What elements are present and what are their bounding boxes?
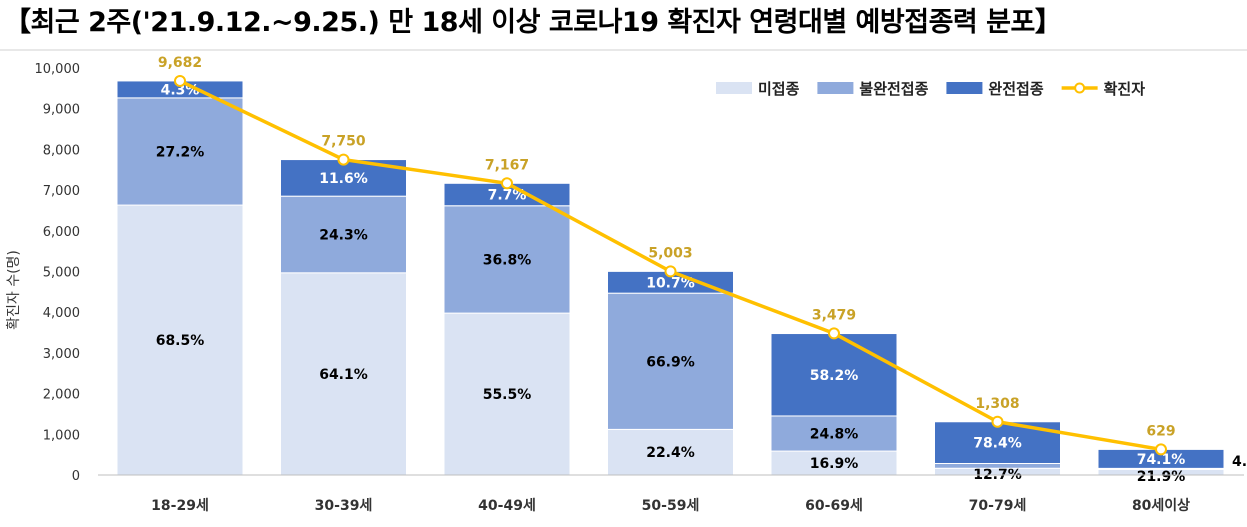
x-tick-label: 80세이상 [1132,497,1190,514]
x-tick-label: 70-79세 [969,498,1027,514]
legend-label: 불완전접종 [859,80,928,98]
bar-segment-label: 11.6% [319,171,368,187]
bar-segment-label: 10.7% [646,275,695,291]
y-tick-label: 5,000 [43,266,80,281]
confirmed-point [174,74,186,87]
x-tick-label: 40-49세 [478,498,536,514]
y-tick-label: 1,000 [43,428,80,443]
confirmed-point [828,327,840,340]
bar-segment-label: 22.4% [646,445,695,461]
bar-segment [770,415,898,452]
confirmed-point [1155,443,1167,456]
bar-segment [607,428,734,476]
bar-segment [280,195,407,274]
bar-segment-label: 68.5% [156,333,205,349]
y-tick-label: 9,000 [43,103,80,118]
confirmed-point [501,177,513,190]
x-tick-label: 60-69세 [805,498,863,514]
bar-segment-label: 58.2% [810,368,859,384]
bar-segment-label: 64.1% [319,367,368,383]
bar-segment-label: 4.0% [1232,454,1247,470]
y-tick-label: 4,000 [43,306,80,321]
confirmed-value-label: 7,167 [485,157,529,173]
bar-segment-label: 7.7% [488,188,527,204]
legend-swatch [716,82,752,94]
y-tick-label: 3,000 [43,347,80,362]
legend-swatch [817,82,854,94]
bar-segment-label: 74.1% [1137,452,1186,468]
bar-segment-label: 16.9% [810,456,859,472]
x-tick-label: 18-29세 [151,498,209,514]
bar-segment-label: 78.4% [973,436,1022,452]
legend: 미접종 불완전접종 완전접종 확진자 [716,80,1145,98]
bar-segment [116,97,244,206]
bar-segment-label: 27.2% [156,144,205,160]
bar-segment-label: 66.9% [646,354,695,370]
bar-segment [607,292,734,430]
x-tick-label: 30-39세 [315,498,373,514]
confirmed-value-label: 5,003 [648,245,692,261]
y-tick-label: 2,000 [43,388,80,403]
confirmed-value-label: 9,682 [158,55,202,71]
y-axis-label: 확진자 수(명) [6,250,22,330]
chart-title: 【최근 2주('21.9.12.~9.25.) 만 18세 이상 코로나19 확… [4,7,1062,38]
y-tick-label: 8,000 [43,143,80,158]
bar-segment-label: 24.8% [810,427,859,443]
bar-segment [443,205,571,314]
x-axis-ticks: 18-29세 30-39세 40-49세 50-59세 60-69세 70-79세 80세이… [151,497,1190,514]
bar-segment-label: 21.9% [1137,469,1186,485]
legend-swatch [946,82,983,94]
bar-segment-label: 24.3% [319,227,368,243]
confirmed-value-label: 629 [1146,423,1175,439]
confirmed-point [991,415,1004,428]
confirmed-value-label: 7,750 [321,134,366,150]
confirmed-value-label: 1,308 [975,396,1019,412]
bar-segment-label: 36.8% [483,252,532,268]
y-tick-label: 10,000 [35,62,81,77]
legend-label: 완전접종 [988,80,1043,98]
legend-label: 확진자 [1104,80,1146,98]
confirmed-point [664,265,677,278]
bar-segment [280,272,407,476]
legend-line-marker [1074,82,1086,94]
y-tick-label: 7,000 [43,184,80,199]
confirmed-point [337,153,350,166]
y-tick-label: 6,000 [43,225,80,240]
x-tick-label: 50-59세 [642,498,700,514]
y-tick-label: 0 [72,469,80,484]
confirmed-value-label: 3,479 [812,307,856,323]
bar-segment-label: 55.5% [483,387,532,403]
bar-segment [116,204,244,476]
bar-segment [443,312,571,476]
confirmed-line: 9,682 7,750 7,167 5,003 3,479 1,308 629 [158,55,1176,456]
legend-label: 미접종 [758,80,800,98]
bars: 68.5%27.2%4.3%64.1%24.3%11.6%55.5%36.8%7… [116,80,1247,485]
y-axis-ticks: 0 1,000 2,000 3,000 4,000 5,000 6,000 7,000 8,00… [35,62,81,484]
